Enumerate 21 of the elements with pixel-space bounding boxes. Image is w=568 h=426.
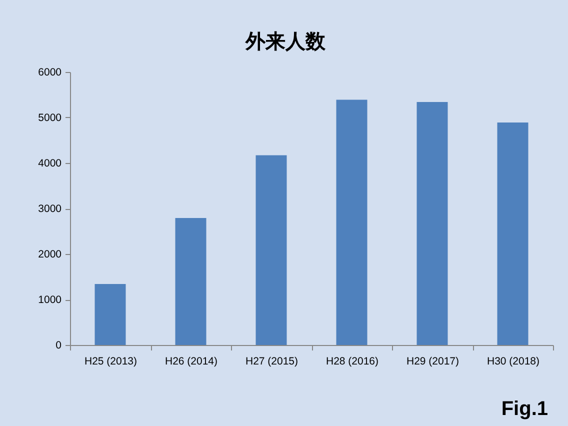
x-tick-label: H27 (2015) — [245, 356, 298, 368]
bar — [336, 100, 368, 345]
y-tick-label: 3000 — [38, 203, 62, 215]
y-tick-label: 1000 — [38, 294, 62, 306]
x-tick-label: H28 (2016) — [326, 356, 379, 368]
bar — [256, 155, 287, 345]
y-tick-label: 6000 — [38, 66, 62, 78]
bar — [175, 218, 206, 345]
bar — [416, 102, 448, 345]
y-tick-label: 5000 — [38, 112, 62, 124]
x-tick-label: H26 (2014) — [164, 356, 218, 368]
y-tick-label: 4000 — [38, 158, 62, 170]
chart-title: 外来人数 — [244, 29, 326, 53]
x-tick-label: H25 (2013) — [84, 356, 138, 368]
x-tick-label: H29 (2017) — [406, 356, 460, 368]
bar — [497, 122, 528, 345]
y-tick-label: 0 — [56, 340, 62, 352]
caption: Fig.1 — [501, 398, 548, 420]
x-tick-label: H30 (2018) — [486, 356, 540, 368]
y-tick-label: 2000 — [38, 248, 62, 260]
bar — [94, 284, 126, 345]
